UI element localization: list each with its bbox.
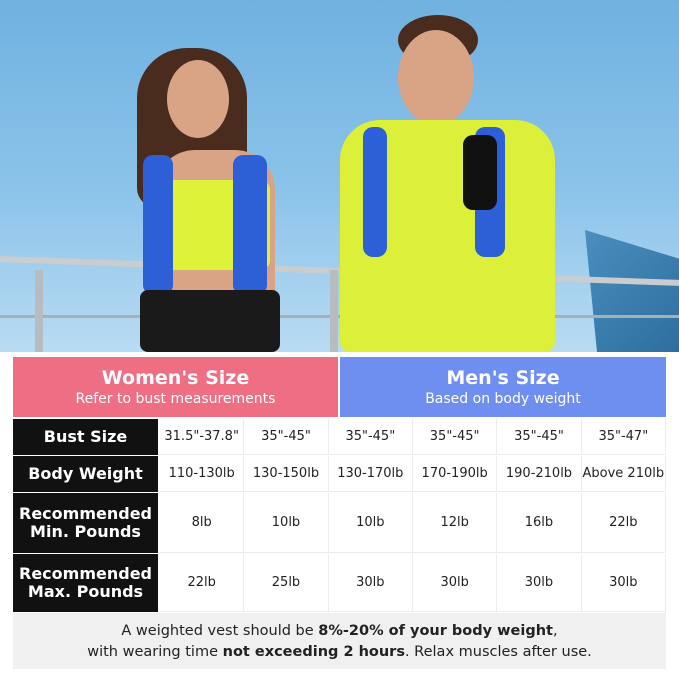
table-cell: Above 210lb — [581, 456, 666, 492]
table-cell: 35"-45" — [497, 419, 582, 455]
table-row: Body Weight 110-130lb 130-150lb 130-170lb 17… — [13, 456, 666, 492]
table-cell: 35"-47" — [581, 419, 666, 455]
table-cell: 35"-45" — [328, 419, 413, 455]
women-size-header: Women's Size Refer to bust measurements — [13, 357, 338, 417]
building — [585, 230, 679, 352]
table-cell: 35"-45" — [412, 419, 498, 455]
table-cell: 170-190lb — [412, 456, 498, 492]
table-cell: 10lb — [328, 493, 413, 553]
usage-note: A weighted vest should be 8%-20% of your… — [13, 613, 666, 669]
man-runner — [335, 15, 565, 352]
note-bold: 8%-20% of your body weight — [318, 623, 553, 639]
row-label: Bust Size — [13, 419, 158, 455]
women-title: Women's Size — [101, 367, 250, 389]
table-cell: 30lb — [412, 554, 498, 612]
row-label: Recommended Max. Pounds — [13, 554, 158, 612]
table-cell: 12lb — [412, 493, 498, 553]
row-label: Body Weight — [13, 456, 158, 492]
note-text: . Relax muscles after use. — [404, 644, 592, 660]
table-cell: 110-130lb — [160, 456, 245, 492]
table-cell: 16lb — [497, 493, 582, 553]
table-cell: 31.5"-37.8" — [160, 419, 245, 455]
note-text: , — [552, 623, 558, 639]
row-label: Recommended Min. Pounds — [13, 493, 158, 553]
table-cell: 190-210lb — [497, 456, 582, 492]
table-row: Recommended Min. Pounds 8lb 10lb 10lb 12lb 16… — [13, 493, 666, 553]
railing-lower — [0, 315, 679, 318]
women-subtitle: Refer to bust measurements — [75, 391, 276, 407]
table-cell: 22lb — [160, 554, 245, 612]
men-size-header: Men's Size Based on body weight — [340, 357, 666, 417]
table-cell: 35"-45" — [244, 419, 329, 455]
table-cell: 10lb — [244, 493, 329, 553]
table-cell: 22lb — [581, 493, 666, 553]
table-cell: 130-150lb — [244, 456, 329, 492]
table-cell: 30lb — [497, 554, 582, 612]
table-row: Bust Size 31.5"-37.8" 35"-45" 35"-45" 35"-45… — [13, 419, 666, 455]
note-text: A weighted vest should be — [121, 623, 319, 639]
table-cell: 30lb — [581, 554, 666, 612]
table-cell: 130-170lb — [328, 456, 413, 492]
men-title: Men's Size — [446, 367, 560, 389]
men-subtitle: Based on body weight — [425, 391, 581, 407]
note-bold: not exceeding 2 hours — [222, 644, 405, 660]
note-text: with wearing time — [87, 644, 223, 660]
table-cell: 25lb — [244, 554, 329, 612]
woman-runner — [115, 40, 335, 352]
table-cell: 30lb — [328, 554, 413, 612]
railing-post — [35, 270, 43, 352]
hero-photo — [0, 0, 679, 352]
table-row: Recommended Max. Pounds 22lb 25lb 30lb 30lb 3… — [13, 554, 666, 612]
railing-post — [330, 270, 338, 352]
table-cell: 8lb — [160, 493, 245, 553]
